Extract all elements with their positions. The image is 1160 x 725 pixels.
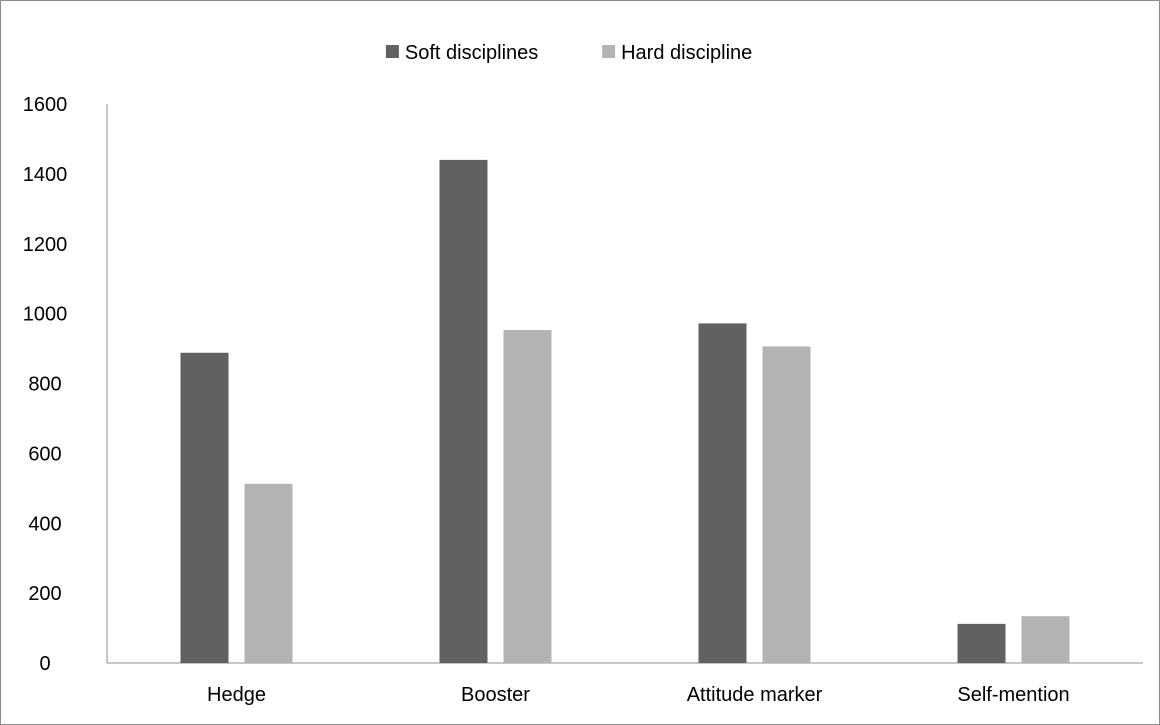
y-tick-label: 1600 xyxy=(23,94,68,116)
x-tick-label: Hedge xyxy=(207,684,266,706)
legend-swatch xyxy=(385,45,399,58)
legend: Soft disciplines Hard discipline xyxy=(385,42,752,64)
y-tick-label: 400 xyxy=(28,513,61,535)
bar-hard-discipline xyxy=(244,483,293,663)
legend-label: Soft disciplines xyxy=(405,42,538,64)
bar-soft-disciplines xyxy=(439,159,488,663)
y-tick-label: 600 xyxy=(28,443,61,465)
bar-soft-disciplines xyxy=(698,323,747,663)
y-tick-label: 0 xyxy=(39,653,50,675)
y-tick-label: 1200 xyxy=(23,234,68,256)
legend-swatch xyxy=(602,45,616,58)
legend-label: Hard discipline xyxy=(621,42,752,64)
bar-soft-disciplines xyxy=(957,623,1006,663)
axes: 0 200 400 600 800 1000 1200 1400 1600 Hedge Booste… xyxy=(23,94,1143,706)
bar-hard-discipline xyxy=(762,346,811,663)
bar-hard-discipline xyxy=(1021,616,1070,663)
y-tick-label: 800 xyxy=(28,374,61,396)
bar-hard-discipline xyxy=(503,330,552,663)
x-tick-label: Booster xyxy=(461,684,530,706)
bar-soft-disciplines xyxy=(180,352,229,663)
y-tick-label: 1000 xyxy=(23,304,68,326)
bars xyxy=(180,159,1070,663)
y-tick-label: 1400 xyxy=(23,164,68,186)
x-tick-label: Self-mention xyxy=(957,684,1069,706)
y-tick-label: 200 xyxy=(28,583,61,605)
x-tick-label: Attitude marker xyxy=(687,684,823,706)
